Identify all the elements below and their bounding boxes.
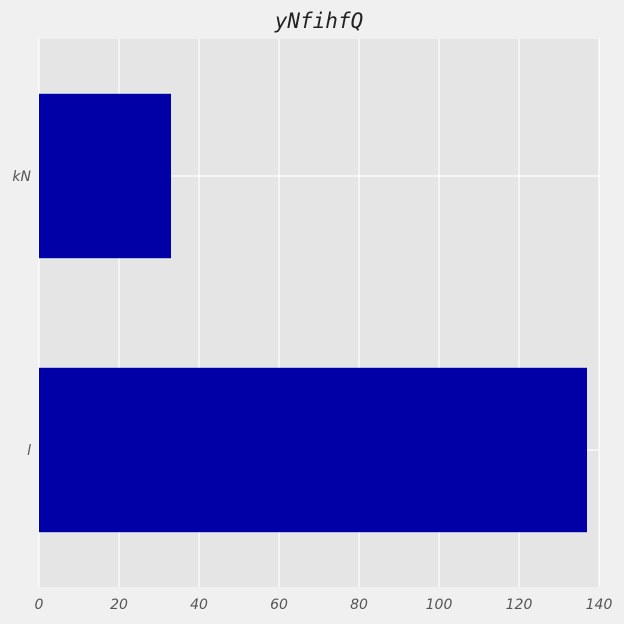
y-axis-tick-labels: l kN <box>12 169 31 459</box>
x-tick-label: 40 <box>190 597 208 613</box>
x-tick-label: 60 <box>270 597 288 613</box>
bars <box>39 93 587 533</box>
chart-title: yNfihfQ <box>274 9 364 33</box>
y-tick-label: kN <box>12 169 31 185</box>
x-axis-tick-labels: 0 20 40 60 80 100 120 140 <box>35 597 613 613</box>
bar-l <box>39 367 587 533</box>
x-tick-label: 20 <box>110 597 128 613</box>
x-tick-label: 140 <box>586 597 613 613</box>
x-tick-label: 0 <box>35 597 44 613</box>
x-tick-label: 120 <box>506 597 533 613</box>
x-tick-label: 100 <box>426 597 453 613</box>
y-tick-label: l <box>27 443 31 459</box>
bar-kN <box>39 93 171 259</box>
x-tick-label: 80 <box>350 597 368 613</box>
